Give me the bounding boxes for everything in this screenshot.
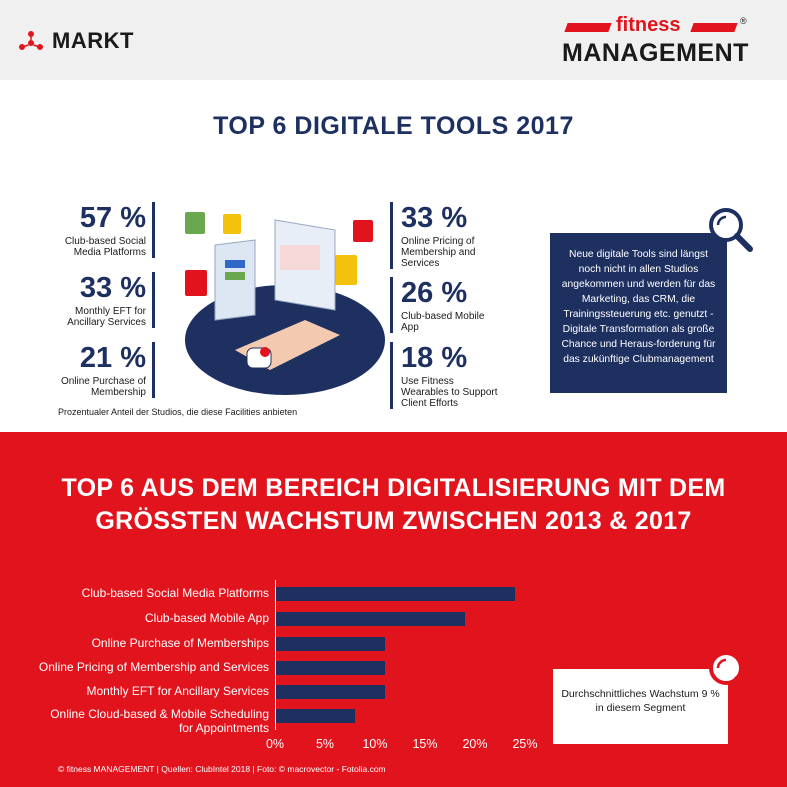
- chart-y-axis-line: [275, 580, 276, 730]
- chart-category-label: Club-based Mobile App: [144, 611, 269, 625]
- growth-title: TOP 6 AUS DEM BEREICH DIGITALISIERUNG MI…: [0, 472, 787, 538]
- growth-infobox: Durchschnittliches Wachstum 9 % in diese…: [553, 669, 728, 744]
- stat-label: Monthly EFT for Ancillary Services: [67, 306, 146, 328]
- digital-tools-illustration: [185, 212, 385, 395]
- top6-title: TOP 6 DIGITALE TOOLS 2017: [213, 112, 574, 140]
- stat-percent: 18 %: [401, 342, 468, 374]
- stat-percent: 33 %: [401, 202, 468, 234]
- stat-online-purchase: 21 % Online Purchase of Membership: [45, 342, 155, 398]
- stat-social-media: 57 % Club-based Social Media Platforms: [45, 202, 155, 258]
- stat-label: Use Fitness Wearables to Support Client …: [401, 376, 498, 409]
- stat-label: Club-based Mobile App: [401, 311, 485, 333]
- chart-category-label: Online Purchase of Memberships: [91, 636, 269, 650]
- chart-bar: [275, 587, 515, 601]
- top6-infobox: Neue digitale Tools sind längst noch nic…: [550, 233, 727, 393]
- chart-bar: [275, 709, 355, 723]
- stat-percent: 57 %: [79, 202, 146, 234]
- stat-label: Online Purchase of Membership: [60, 376, 146, 398]
- chart-bar: [275, 637, 385, 651]
- network-people-icon: [19, 31, 43, 50]
- chart-category-label: Monthly EFT for Ancillary Services: [86, 684, 269, 698]
- chart-bar: [275, 661, 385, 675]
- stat-percent: 26 %: [401, 277, 468, 309]
- stat-wearables: 18 % Use Fitness Wearables to Support Cl…: [390, 342, 500, 409]
- growth-title-line1: TOP 6 AUS DEM BEREICH DIGITALISIERUNG MI…: [61, 474, 726, 502]
- chart-category-label: Online Cloud-based & Mobile Scheduling f…: [50, 707, 269, 735]
- growth-title-line2: GRÖSSTEN WACHSTUM ZWISCHEN 2013 & 2017: [95, 507, 692, 535]
- stat-mobile-app: 26 % Club-based Mobile App: [390, 277, 500, 333]
- logo-registered-mark: ®: [740, 16, 747, 26]
- header-bar: [0, 0, 787, 80]
- stat-label: Online Pricing of Membership and Service…: [401, 236, 476, 269]
- logo-fitness-text: fitness: [616, 14, 681, 36]
- chart-bar: [275, 612, 465, 626]
- section-tag: MARKT: [18, 28, 134, 54]
- chart-x-tick-label: 15%: [412, 737, 438, 751]
- section-label: MARKT: [52, 28, 134, 53]
- chart-x-tick-label: 5%: [315, 737, 335, 751]
- chart-category-label: Club-based Social Media Platforms: [81, 586, 269, 600]
- magnifier-icon: [709, 208, 753, 252]
- chart-x-tick-label: 20%: [462, 737, 488, 751]
- stat-online-pricing: 33 % Online Pricing of Membership and Se…: [390, 202, 500, 269]
- chart-x-tick-label: 0%: [265, 737, 285, 751]
- magnifier-icon: [709, 651, 753, 695]
- chart-category-label: Online Pricing of Membership and Service…: [38, 660, 269, 674]
- chart-bar: [275, 685, 385, 699]
- brand-logo: fitness ® MANAGEMENT: [562, 12, 752, 72]
- stat-label: Club-based Social Media Platforms: [64, 236, 146, 258]
- stat-percent: 33 %: [79, 272, 146, 304]
- stat-monthly-eft: 33 % Monthly EFT for Ancillary Services: [45, 272, 155, 328]
- logo-management-text: MANAGEMENT: [562, 39, 749, 67]
- stat-percent: 21 %: [79, 342, 146, 374]
- footer-credits: © fitness MANAGEMENT | Quellen: ClubInte…: [58, 764, 386, 774]
- top6-footnote: Prozentualer Anteil der Studios, die die…: [58, 407, 298, 417]
- chart-x-tick-label: 25%: [512, 737, 538, 751]
- chart-x-tick-label: 10%: [362, 737, 388, 751]
